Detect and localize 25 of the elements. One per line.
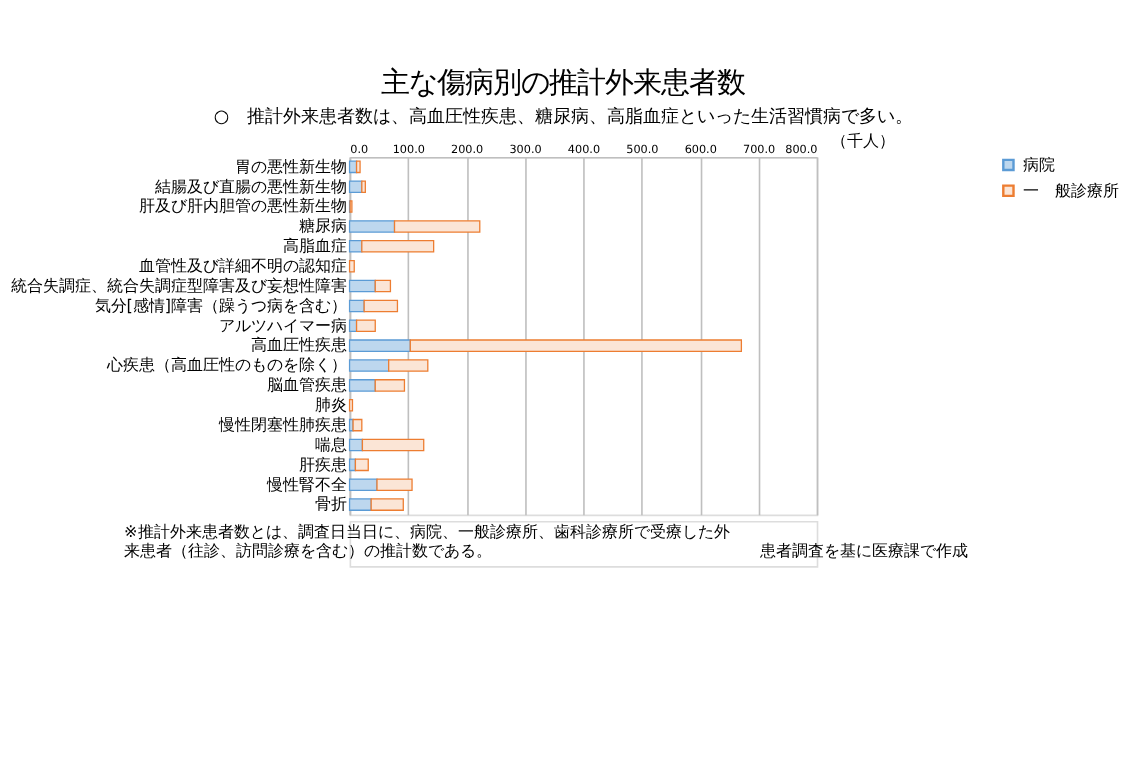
y-tick-label: アルツハイマー病: [219, 316, 348, 335]
y-tick-label: 肝疾患: [299, 455, 348, 474]
y-tick-label: 気分[感情]障害（躁うつ病を含む）: [94, 296, 348, 315]
y-tick-label: 心疾患（高血圧性のものを除く）: [105, 356, 348, 375]
y-tick-label: 高脂血症: [283, 237, 348, 256]
y-tick-label: 胃の悪性新生物: [235, 157, 348, 176]
y-tick-label: 肝及び肝内胆管の悪性新生物: [139, 197, 348, 216]
y-tick-label: 血管性及び詳細不明の認知症: [139, 257, 348, 276]
legend-label: 一 般診療所: [1022, 181, 1119, 200]
text: ※推計外来患者数とは、調査日当日に、病院、一般診療所、歯科診療所で受療した外来患者（往診、訪問診療を含む）の推計数である。: [124, 523, 730, 561]
y-tick-label: 脳血管疾患: [267, 376, 348, 395]
chart-subtitle: ○ 推計外来患者数は、高血圧性疾患、糖尿病、高脂血症といった生活習慣病で多い。: [213, 106, 914, 129]
y-tick-label: 慢性腎不全: [265, 475, 348, 494]
chart-title: 主な傷病別の推計外来患者数: [381, 67, 746, 100]
y-tick-label: 高血圧性疾患: [251, 336, 348, 355]
y-tick-label: 糖尿病: [299, 217, 348, 236]
y-tick-label: 慢性閉塞性肺疾患: [217, 415, 348, 434]
y-tick-label: 結腸及び直腸の悪性新生物: [153, 177, 348, 196]
y-tick-label: 骨折: [315, 495, 348, 514]
y-tick-label: 喘息: [315, 435, 348, 454]
legend-label: 病院: [1022, 155, 1055, 174]
y-tick-label: 統合失調症、統合失調症型障害及び妄想性障害: [11, 276, 348, 295]
text: 患者調査を基に医療課で作成: [758, 542, 969, 561]
y-tick-label: 肺炎: [315, 396, 348, 415]
x-axis-title: （千人）: [830, 132, 895, 151]
